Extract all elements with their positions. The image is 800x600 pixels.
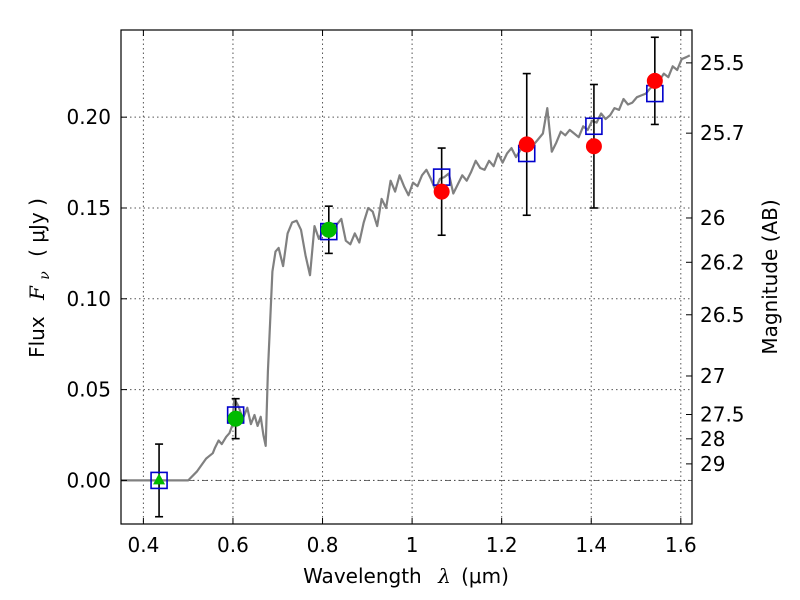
magnitude-tick-label: 27 — [700, 364, 725, 388]
x-axis-label-unit: (μm) — [461, 564, 509, 588]
x-tick-label: 1.6 — [665, 533, 697, 557]
x-tick-label: 1.4 — [575, 533, 607, 557]
x-tick-label: 1 — [406, 533, 419, 557]
x-axis-label-text: Wavelength — [303, 564, 422, 588]
observation-point — [585, 138, 602, 155]
model-photometry-square — [150, 471, 168, 490]
magnitude-tick-label: 25.7 — [700, 121, 745, 145]
x-tick-label: 0.6 — [217, 533, 249, 557]
model-sed-layer — [121, 54, 691, 482]
magnitude-tick-label: 26.2 — [700, 250, 745, 274]
magnitude-tick-label: 27.5 — [700, 402, 745, 426]
magnitude-tick-label: 29 — [700, 452, 725, 476]
y-axis-label-text: Flux — [25, 316, 49, 358]
y-tick-label: 0.05 — [66, 378, 111, 402]
model-photometry-square — [585, 117, 603, 136]
y-tick-label: 0.20 — [66, 105, 111, 129]
y-tick-label: 0.15 — [66, 196, 111, 220]
x-tick-label: 1.2 — [486, 533, 518, 557]
observation-point — [227, 410, 244, 427]
observation-point — [320, 221, 337, 238]
marker-layer — [150, 72, 664, 490]
y-tick-label: 0.00 — [66, 468, 111, 492]
y-axis-label-symbol: F — [25, 285, 49, 301]
y-axis-label: Flux F ν ( μJy ) — [25, 198, 54, 358]
model-sed-curve — [121, 54, 691, 482]
x-tick-label: 0.8 — [307, 533, 339, 557]
magnitude-tick-label: 28 — [700, 427, 725, 451]
observation-point — [646, 72, 663, 89]
x-axis-label-symbol: λ — [437, 564, 451, 588]
x-tick-label: 0.4 — [127, 533, 159, 557]
magnitude-tick-label: 25.5 — [700, 51, 745, 75]
magnitude-tick-label: 26.5 — [700, 303, 745, 327]
right-y-axis-label: Magnitude (AB) — [758, 199, 782, 354]
magnitude-tick-label: 26 — [700, 206, 725, 230]
observation-point — [518, 136, 535, 153]
y-axis-label-subscript: ν — [37, 271, 53, 280]
y-tick-label: 0.10 — [66, 287, 111, 311]
plot-frame — [120, 29, 693, 525]
upper-limit-triangle — [153, 473, 166, 485]
observation-point — [433, 183, 450, 200]
x-axis-label: Wavelength λ (μm) — [303, 564, 509, 588]
tick-layer: 0.4 0.6 0.8 1 1.2 1.4 1.6 0.00 0.05 0.10 0.15 0.20 2… — [66, 30, 745, 557]
y-axis-label-unit: ( μJy ) — [25, 198, 49, 257]
